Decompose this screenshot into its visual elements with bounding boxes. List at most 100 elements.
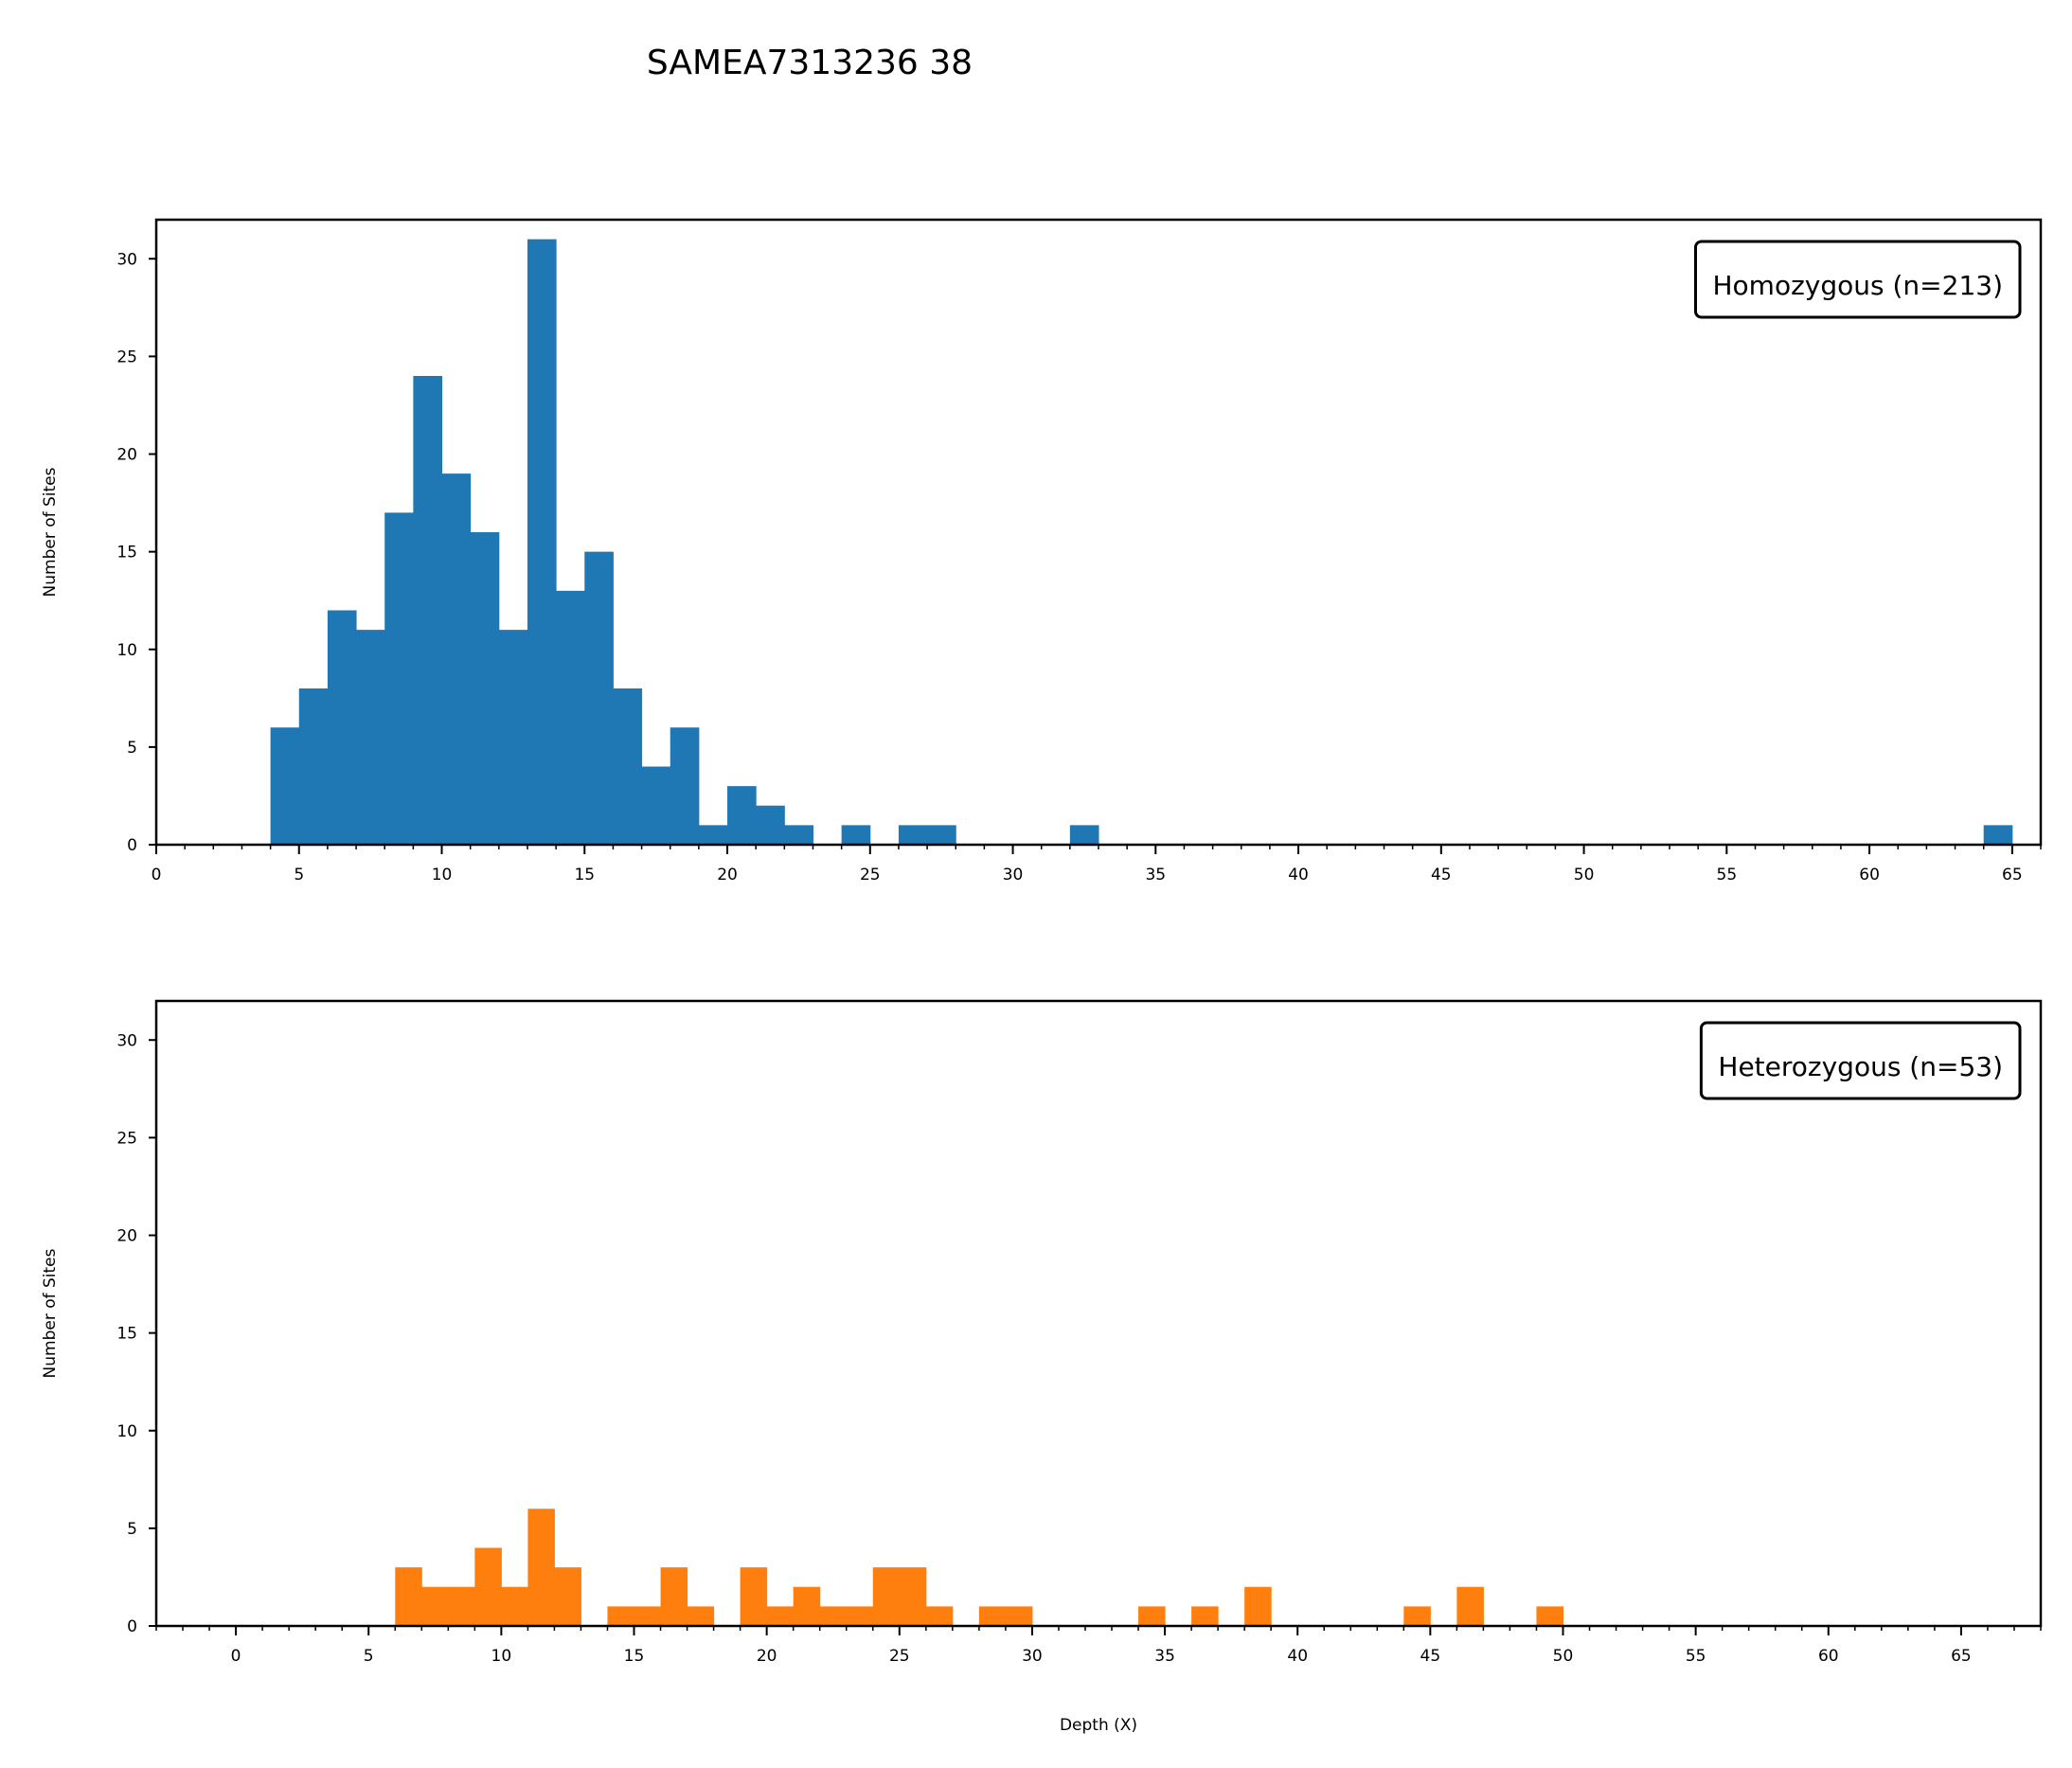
x-tick-label: 50 [1574, 866, 1595, 884]
heterozygous-bar [740, 1567, 768, 1626]
heterozygous-bar [899, 1567, 927, 1626]
homozygous-bar [298, 688, 329, 845]
heterozygous-bar [554, 1567, 581, 1626]
x-tick-label: 0 [231, 1647, 241, 1666]
x-tick-label: 40 [1288, 866, 1309, 884]
x-tick-label: 5 [294, 866, 304, 884]
x-tick-label: 60 [1859, 866, 1880, 884]
heterozygous-bar [872, 1567, 901, 1626]
heterozygous-bar [925, 1606, 954, 1626]
heterozygous-y-axis-label: Number of Sites [41, 1248, 60, 1378]
y-tick-label: 15 [116, 544, 137, 563]
homozygous-bar [613, 688, 643, 845]
homozygous-bar [756, 805, 785, 845]
y-tick-label: 10 [116, 1422, 137, 1441]
homozygous-bar [327, 610, 357, 845]
homozygous-bar [498, 630, 528, 845]
homozygous-bar [670, 727, 700, 845]
homozygous-bar [1069, 825, 1099, 845]
y-tick-label: 10 [116, 641, 137, 660]
homozygous-bar [270, 727, 300, 845]
heterozygous-bar [1244, 1586, 1272, 1626]
y-tick-label: 25 [116, 1129, 137, 1148]
heterozygous-bar [448, 1586, 475, 1626]
homozygous-bar [784, 825, 813, 845]
homozygous-bar [356, 630, 385, 845]
x-tick-label: 30 [1003, 866, 1024, 884]
homozygous-panel: 0 5 10 15 20 25 30 0 5 10 15 20 25 30 35 40 45 50 55 60 65 Nu… [41, 218, 2043, 884]
x-tick-label: 45 [1431, 866, 1452, 884]
homozygous-y-axis-label: Number of Sites [41, 467, 60, 597]
homozygous-bar [841, 825, 871, 845]
homozygous-bar [384, 512, 414, 845]
x-tick-label: 25 [889, 1647, 910, 1666]
y-tick-label: 20 [116, 1227, 137, 1246]
heterozygous-bar [474, 1547, 502, 1626]
heterozygous-bar [1536, 1606, 1563, 1626]
heterozygous-bar [607, 1606, 635, 1626]
homozygous-bar [556, 590, 585, 845]
heterozygous-bar [1403, 1606, 1431, 1626]
homozygous-bar [1983, 825, 2013, 845]
heterozygous-bar [395, 1567, 422, 1626]
heterozygous-bar [634, 1606, 662, 1626]
x-tick-label: 0 [152, 866, 162, 884]
heterozygous-bar [687, 1606, 715, 1626]
heterozygous-bar [793, 1586, 821, 1626]
y-tick-label: 30 [116, 250, 137, 269]
homozygous-bar [898, 825, 928, 845]
homozygous-bar [698, 825, 728, 845]
heterozygous-bar [1191, 1606, 1219, 1626]
heterozygous-bar [846, 1606, 874, 1626]
x-tick-label: 40 [1287, 1647, 1308, 1666]
x-tick-label: 50 [1553, 1647, 1574, 1666]
homozygous-bar [927, 825, 956, 845]
x-tick-label: 55 [1686, 1647, 1706, 1666]
homozygous-legend-box [1694, 240, 2022, 319]
homozygous-bar [727, 786, 757, 845]
heterozygous-bar [1005, 1606, 1033, 1626]
x-tick-label: 35 [1145, 866, 1166, 884]
x-tick-label: 65 [2002, 866, 2023, 884]
x-tick-label: 35 [1154, 1647, 1175, 1666]
x-tick-label: 10 [491, 1647, 512, 1666]
heterozygous-legend-box [1699, 1021, 2022, 1100]
heterozygous-bar [660, 1567, 688, 1626]
heterozygous-bar [421, 1586, 449, 1626]
heterozygous-bar [978, 1606, 1007, 1626]
heterozygous-bar [766, 1606, 795, 1626]
y-tick-label: 25 [116, 348, 137, 366]
y-tick-label: 0 [127, 836, 137, 855]
heterozygous-panel: 0 5 10 15 20 25 30 0 5 10 15 20 25 30 35 40 45 50 55 60 65 Nu… [41, 999, 2043, 1735]
homozygous-bar [527, 239, 557, 845]
y-tick-label: 30 [116, 1031, 137, 1050]
y-tick-label: 5 [127, 1520, 137, 1539]
x-tick-label: 60 [1818, 1647, 1839, 1666]
y-tick-label: 20 [116, 446, 137, 465]
y-tick-label: 15 [116, 1325, 137, 1344]
homozygous-bar [641, 766, 671, 845]
x-tick-label: 15 [574, 866, 595, 884]
homozygous-legend-text: Homozygous (n=213) [1713, 270, 2004, 301]
x-tick-label: 25 [860, 866, 881, 884]
x-tick-label: 20 [717, 866, 738, 884]
homozygous-bar [441, 473, 472, 845]
x-tick-label: 20 [757, 1647, 777, 1666]
y-tick-label: 5 [127, 739, 137, 758]
heterozygous-legend-text: Heterozygous (n=53) [1718, 1051, 2003, 1082]
x-tick-label: 5 [364, 1647, 374, 1666]
x-axis-label: Depth (X) [1060, 1716, 1137, 1735]
homozygous-bar [413, 376, 443, 845]
homozygous-bar [584, 551, 614, 845]
x-tick-label: 55 [1717, 866, 1738, 884]
x-tick-label: 10 [432, 866, 453, 884]
heterozygous-axes-frame [154, 999, 2043, 1628]
figure-title: SAMEA7313236 38 [647, 44, 973, 82]
heterozygous-bar [501, 1586, 528, 1626]
heterozygous-bar [1138, 1606, 1166, 1626]
homozygous-bar [470, 532, 500, 845]
x-tick-label: 15 [624, 1647, 645, 1666]
x-tick-label: 30 [1022, 1647, 1043, 1666]
heterozygous-bar [819, 1606, 848, 1626]
